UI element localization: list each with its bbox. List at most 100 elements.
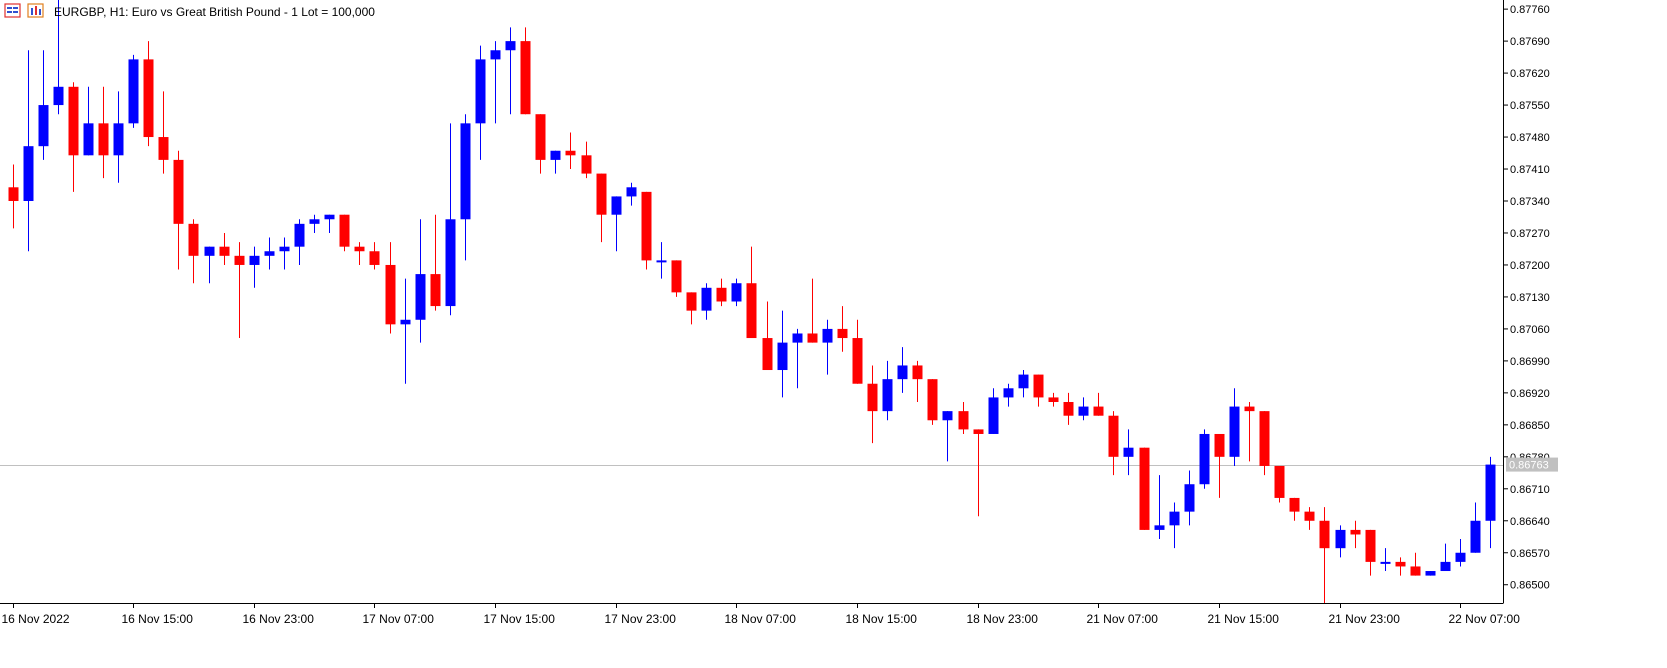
candle[interactable] xyxy=(204,246,215,284)
candle[interactable] xyxy=(1108,411,1119,476)
candle[interactable] xyxy=(1425,571,1436,576)
candle[interactable] xyxy=(249,246,260,288)
candle[interactable] xyxy=(581,141,592,179)
candle[interactable] xyxy=(1229,388,1240,466)
candle[interactable] xyxy=(1048,392,1059,407)
candle[interactable] xyxy=(777,310,788,398)
candle[interactable] xyxy=(626,182,637,206)
candle[interactable] xyxy=(1289,497,1300,521)
candle[interactable] xyxy=(1214,433,1225,498)
candle[interactable] xyxy=(958,402,969,434)
candle[interactable] xyxy=(686,292,697,325)
candle[interactable] xyxy=(596,173,607,243)
candle[interactable] xyxy=(143,41,154,147)
candle[interactable] xyxy=(550,150,561,174)
candle[interactable] xyxy=(762,301,773,371)
candle[interactable] xyxy=(822,319,833,375)
candle[interactable] xyxy=(792,328,803,389)
candle[interactable] xyxy=(1033,374,1044,407)
candle[interactable] xyxy=(1440,543,1451,572)
candle[interactable] xyxy=(1003,383,1014,407)
candle[interactable] xyxy=(279,237,290,270)
candle[interactable] xyxy=(490,41,501,124)
candle[interactable] xyxy=(701,283,712,320)
candle[interactable] xyxy=(656,242,667,279)
chart-window-icon[interactable] xyxy=(4,3,21,18)
candle[interactable] xyxy=(1063,392,1074,425)
candle[interactable] xyxy=(38,50,49,160)
candle[interactable] xyxy=(1304,507,1315,530)
candle[interactable] xyxy=(173,150,184,270)
candle[interactable] xyxy=(1380,548,1391,572)
candle[interactable] xyxy=(1395,557,1406,576)
candle[interactable] xyxy=(912,360,923,402)
candle[interactable] xyxy=(897,347,908,393)
candle[interactable] xyxy=(53,0,64,115)
candle[interactable] xyxy=(188,219,199,284)
candle[interactable] xyxy=(113,91,124,183)
candle[interactable] xyxy=(128,54,139,128)
candle[interactable] xyxy=(942,411,953,462)
candle[interactable] xyxy=(611,196,622,252)
candle[interactable] xyxy=(731,278,742,307)
candle[interactable] xyxy=(219,232,230,265)
candle[interactable] xyxy=(641,191,652,270)
candle[interactable] xyxy=(98,86,109,179)
candle[interactable] xyxy=(309,214,320,233)
chart-settings-icon[interactable] xyxy=(27,3,44,18)
candle[interactable] xyxy=(882,360,893,421)
candle[interactable] xyxy=(234,242,245,339)
candle[interactable] xyxy=(1184,470,1195,526)
candle[interactable] xyxy=(369,242,380,270)
candle[interactable] xyxy=(1123,429,1134,476)
candle[interactable] xyxy=(1485,456,1496,549)
candle[interactable] xyxy=(973,429,984,517)
candle[interactable] xyxy=(1169,502,1180,549)
candle[interactable] xyxy=(716,278,727,307)
candle[interactable] xyxy=(264,237,275,270)
candle[interactable] xyxy=(415,219,426,343)
candle[interactable] xyxy=(1154,475,1165,540)
candle[interactable] xyxy=(1335,525,1346,558)
candle[interactable] xyxy=(1319,507,1330,603)
candle[interactable] xyxy=(1470,502,1481,553)
candle[interactable] xyxy=(867,365,878,444)
candle[interactable] xyxy=(1274,465,1285,503)
candle[interactable] xyxy=(324,214,335,233)
candle[interactable] xyxy=(505,27,516,115)
candle[interactable] xyxy=(1199,429,1210,489)
candle[interactable] xyxy=(23,50,34,252)
candle[interactable] xyxy=(1078,397,1089,421)
candle[interactable] xyxy=(565,132,576,170)
candle[interactable] xyxy=(535,114,546,174)
candle[interactable] xyxy=(1455,539,1466,567)
candle[interactable] xyxy=(354,242,365,265)
candle[interactable] xyxy=(385,242,396,334)
candle[interactable] xyxy=(430,214,441,311)
candle[interactable] xyxy=(158,91,169,174)
candles-layer[interactable] xyxy=(8,0,1496,603)
candle[interactable] xyxy=(445,123,456,316)
candle[interactable] xyxy=(1244,402,1255,462)
candle[interactable] xyxy=(1410,552,1421,576)
candle[interactable] xyxy=(339,214,350,252)
candle[interactable] xyxy=(837,306,848,352)
candle[interactable] xyxy=(988,388,999,434)
candle[interactable] xyxy=(927,379,938,425)
candle[interactable] xyxy=(520,27,531,115)
candle[interactable] xyxy=(8,164,19,229)
candle[interactable] xyxy=(294,219,305,265)
candle[interactable] xyxy=(460,114,471,261)
candle[interactable] xyxy=(1139,447,1150,530)
candle[interactable] xyxy=(852,319,863,384)
candle[interactable] xyxy=(83,86,94,156)
candle[interactable] xyxy=(1365,529,1376,576)
candle[interactable] xyxy=(807,278,818,343)
candle[interactable] xyxy=(1018,370,1029,398)
candle[interactable] xyxy=(400,278,411,384)
candle[interactable] xyxy=(1350,520,1361,549)
candle[interactable] xyxy=(671,260,682,297)
candle[interactable] xyxy=(1259,411,1270,476)
